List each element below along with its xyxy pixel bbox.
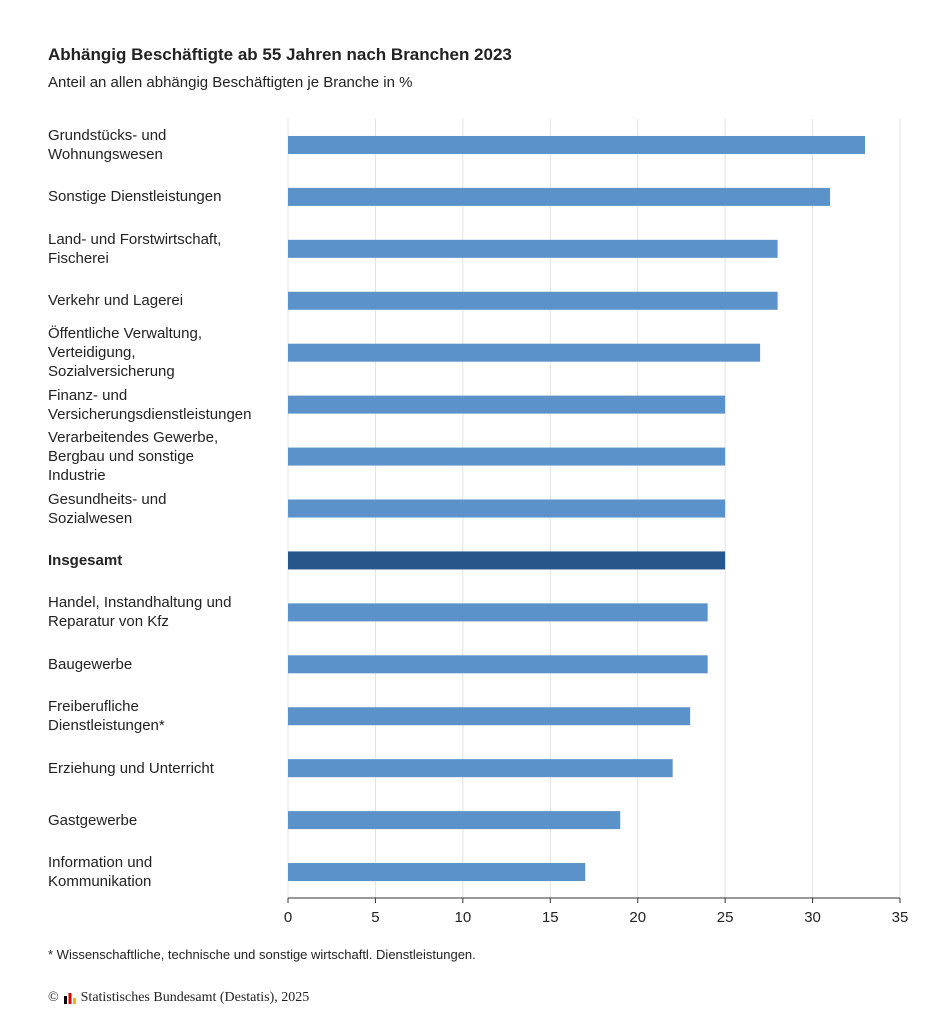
bar (288, 759, 673, 778)
x-tick-label: 10 (455, 909, 472, 926)
bar (288, 811, 621, 830)
y-tick-label: Gastgewerbe (48, 811, 138, 829)
bar (288, 551, 726, 570)
bar (288, 187, 831, 206)
bar (288, 343, 761, 362)
x-tick-label: 5 (371, 909, 379, 926)
bar (288, 707, 691, 726)
chart-subtitle: Anteil an allen abhängig Beschäftigten j… (48, 74, 413, 91)
y-tick-label: Gesundheits- und Sozialwesen (48, 490, 167, 527)
y-tick-label: Verarbeitendes Gewerbe, Bergbau und sons… (48, 429, 219, 485)
y-tick-label: Insgesamt (48, 551, 123, 569)
bar (288, 863, 586, 882)
bar (288, 499, 726, 518)
source-line: © Statistisches Bundesamt (Destatis), 20… (48, 990, 309, 1006)
bar (288, 447, 726, 466)
x-tick-label: 25 (717, 909, 734, 926)
chart: 0 5 10 15 20 25 30 35 (284, 119, 909, 926)
x-tick-label: 15 (542, 909, 559, 926)
bar (288, 239, 778, 258)
y-tick-label: Verkehr und Lagerei (48, 292, 184, 310)
y-tick-label: Information und Kommunikation (48, 854, 153, 891)
bar (288, 135, 866, 154)
y-tick-label: Öffentliche Verwaltung, Verteidigung, So… (48, 325, 202, 381)
y-tick-label: Erziehung und Unterricht (48, 759, 214, 777)
y-tick-label: Grundstücks- und Wohnungswesen (48, 126, 167, 163)
y-tick-label: Sonstige Dienstleistungen (48, 188, 222, 206)
y-tick-label: Handel, Instandhaltung und Reparatur von… (48, 594, 232, 631)
x-tick-label: 30 (804, 909, 821, 926)
x-tick-label: 0 (284, 909, 292, 926)
source-text: Statistisches Bundesamt (Destatis), 2025 (80, 990, 310, 1005)
chart-title: Abhängig Beschäftigte ab 55 Jahren nach … (48, 45, 512, 64)
y-tick-label: Baugewerbe (48, 655, 133, 673)
destatis-logo (63, 993, 76, 1004)
footnote: * Wissenschaftliche, technische und sons… (48, 947, 476, 962)
y-tick-label: Freiberufliche Dienstleistungen* (48, 698, 165, 735)
x-tick-label: 35 (892, 909, 909, 926)
bar (288, 655, 708, 674)
bar (288, 395, 726, 414)
y-tick-label: Finanz- und Versicherungsdienstleistunge… (48, 386, 252, 423)
y-tick-label: Land- und Forstwirtschaft, Fischerei (48, 230, 222, 267)
x-tick-label: 20 (629, 909, 646, 926)
bar (288, 603, 708, 622)
copyright-sign: © (48, 990, 59, 1005)
bar (288, 291, 778, 310)
